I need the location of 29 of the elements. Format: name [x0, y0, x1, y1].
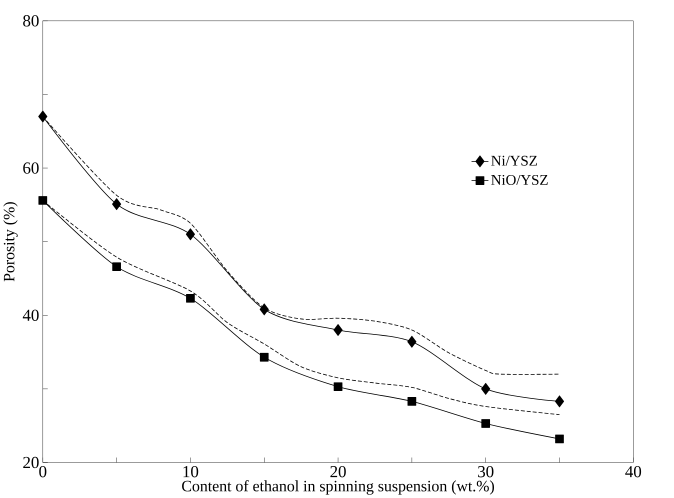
- point: [38, 110, 48, 122]
- point: [112, 198, 122, 210]
- point: [112, 262, 121, 272]
- point: [555, 434, 564, 444]
- point: [334, 382, 342, 392]
- x-tick-label: 0: [39, 466, 46, 478]
- point: [481, 419, 490, 428]
- point: [408, 397, 416, 406]
- y-tick-label: 20: [23, 456, 39, 468]
- point: [186, 228, 195, 240]
- y-tick-label: 40: [22, 310, 39, 321]
- point: [186, 294, 195, 303]
- y-tick-label: 80: [23, 15, 39, 27]
- point: [554, 395, 564, 408]
- legend-label: NiO/YSZ: [491, 174, 548, 185]
- point: [334, 324, 343, 336]
- y-axis-title: Porosity (%): [3, 202, 18, 282]
- point: [38, 196, 48, 205]
- point: [407, 336, 416, 348]
- x-tick-label: 40: [625, 466, 642, 478]
- x-tick-label: 30: [478, 466, 494, 478]
- legend-label: Ni/YSZ: [491, 156, 537, 166]
- x-tick-label: 20: [330, 466, 346, 478]
- x-axis-title: Content of ethanol in spinning suspension (wt.%): [182, 480, 494, 495]
- x-tick-label: 10: [183, 466, 198, 478]
- point: [481, 382, 490, 395]
- point: [260, 352, 269, 362]
- point: [260, 303, 269, 316]
- y-tick-label: 60: [23, 162, 39, 174]
